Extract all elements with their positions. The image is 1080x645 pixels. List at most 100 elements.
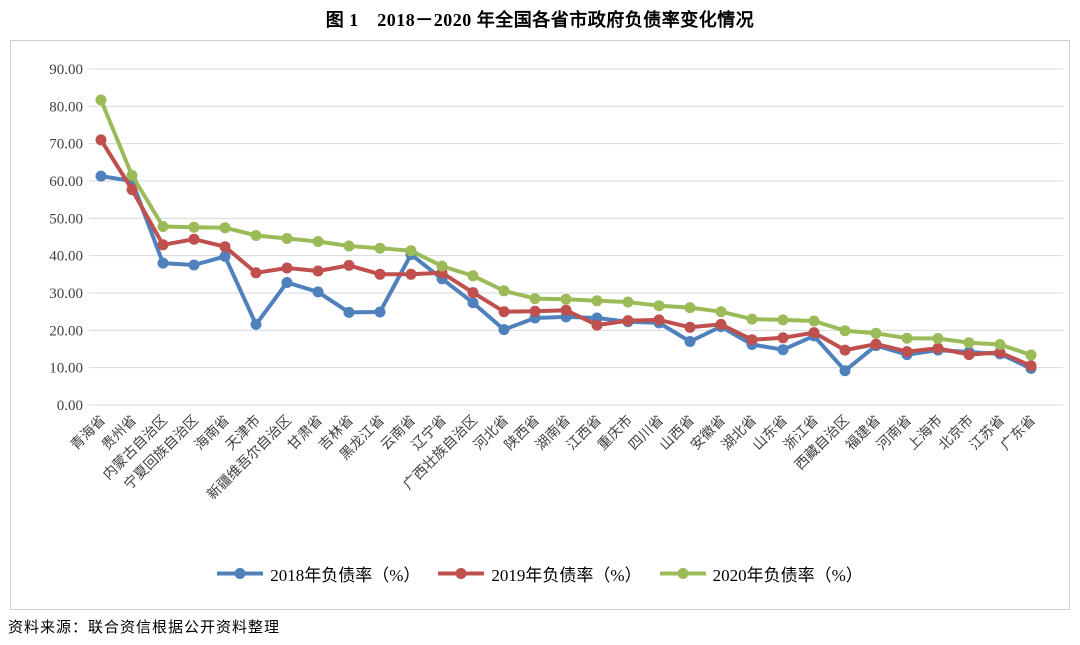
data-point-marker-2019 (405, 268, 417, 280)
legend-label: 2018年负债率（%） (270, 565, 421, 585)
data-point-marker-2019 (684, 321, 696, 333)
data-point-marker-2019 (498, 306, 510, 318)
data-point-marker-2019 (994, 346, 1006, 358)
data-point-marker-2020 (870, 327, 882, 339)
data-point-marker-2020 (746, 313, 758, 325)
data-point-marker-2019 (560, 304, 572, 316)
data-point-marker-2018 (95, 170, 107, 182)
data-point-marker-2019 (901, 346, 913, 358)
data-point-marker-2020 (405, 245, 417, 257)
data-point-marker-2020 (529, 293, 541, 305)
data-point-marker-2020 (684, 302, 696, 314)
data-point-marker-2020 (374, 242, 386, 254)
data-point-marker-2020 (467, 270, 479, 282)
data-point-marker-2020 (653, 300, 665, 312)
data-point-marker-2019 (963, 349, 975, 361)
data-point-marker-2018 (312, 286, 324, 298)
legend-item-2018: 2018年负债率（%） (217, 561, 420, 586)
data-point-marker-2018 (343, 306, 355, 318)
legend-label: 2020年负债率（%） (712, 565, 863, 585)
data-point-marker-2019 (746, 334, 758, 346)
y-axis-tick-label: 80.00 (49, 99, 83, 115)
data-point-marker-2020 (777, 314, 789, 326)
data-point-marker-2019 (95, 134, 107, 146)
data-point-marker-2019 (808, 327, 820, 339)
legend-item-2019: 2019年负债率（%） (438, 561, 642, 586)
data-point-marker-2020 (95, 94, 107, 106)
y-axis-tick-label: 70.00 (49, 137, 83, 153)
y-axis-tick-label: 90.00 (49, 62, 83, 78)
data-point-marker-2018 (219, 250, 231, 262)
data-point-marker-2019 (653, 314, 665, 326)
chart-legend: 2018年负债率（%） 2019年负债率（%） 2020年负债率（%） (11, 557, 1069, 589)
data-point-marker-2019 (312, 265, 324, 277)
legend-item-2020: 2020年负债率（%） (659, 561, 863, 586)
data-point-marker-2019 (219, 241, 231, 253)
legend-line-marker-icon (659, 567, 706, 579)
data-point-marker-2020 (932, 333, 944, 344)
data-point-marker-2020 (591, 295, 603, 307)
data-point-marker-2020 (994, 339, 1006, 350)
y-axis-tick-label: 0.00 (57, 398, 83, 414)
data-point-marker-2020 (157, 221, 169, 232)
data-point-marker-2018 (188, 259, 200, 271)
data-point-marker-2020 (250, 230, 262, 241)
data-point-marker-2018 (281, 277, 293, 288)
data-point-marker-2020 (715, 306, 727, 318)
data-point-marker-2019 (622, 315, 634, 327)
source-note: 资料来源：联合资信根据公开资料整理 (8, 620, 281, 636)
legend-line-marker-icon (217, 567, 264, 579)
data-point-marker-2019 (1025, 360, 1037, 372)
series-line-2018 (100, 174, 1032, 373)
chart-frame: 0.00 10.00 20.00 30.00 40.00 50.00 60.00 70.00 8… (10, 40, 1070, 610)
figure-title: 图 1 2018－2020 年全国各省市政府负债率变化情况 (325, 10, 755, 30)
x-axis-tick-label: 广东省 (998, 413, 1039, 454)
legend-line-marker-icon (438, 567, 485, 579)
data-point-marker-2020 (126, 169, 138, 181)
data-point-marker-2020 (343, 240, 355, 252)
data-point-marker-2020 (498, 285, 510, 297)
data-point-marker-2020 (219, 222, 231, 234)
data-point-marker-2020 (1025, 349, 1037, 361)
data-point-marker-2020 (963, 337, 975, 349)
data-point-marker-2020 (560, 293, 572, 305)
data-point-marker-2019 (250, 267, 262, 279)
data-point-marker-2019 (715, 318, 727, 330)
data-point-marker-2020 (281, 233, 293, 244)
debt-ratio-line-chart: 0.00 10.00 20.00 30.00 40.00 50.00 60.00 70.00 8… (49, 62, 1063, 503)
data-point-marker-2018 (467, 297, 479, 309)
data-point-marker-2018 (839, 365, 851, 377)
legend-label: 2019年负债率（%） (491, 565, 642, 585)
data-point-marker-2018 (374, 306, 386, 318)
data-point-marker-2020 (622, 296, 634, 308)
data-point-marker-2019 (932, 342, 944, 354)
data-point-marker-2020 (839, 325, 851, 337)
data-point-marker-2019 (343, 259, 355, 271)
data-point-marker-2019 (126, 184, 138, 196)
data-point-marker-2020 (436, 260, 448, 272)
y-axis-tick-label: 10.00 (49, 361, 83, 377)
series-line-2019 (99, 138, 1032, 368)
data-point-marker-2020 (808, 315, 820, 327)
y-axis-tick-label: 20.00 (49, 323, 83, 339)
y-axis-tick-label: 40.00 (49, 249, 83, 265)
data-point-marker-2019 (467, 287, 479, 299)
data-point-marker-2019 (529, 305, 541, 317)
data-point-marker-2018 (250, 318, 262, 330)
data-point-marker-2018 (777, 344, 789, 356)
data-point-marker-2019 (870, 338, 882, 350)
data-point-marker-2019 (839, 344, 851, 356)
data-point-marker-2018 (498, 324, 510, 336)
data-point-marker-2019 (777, 332, 789, 344)
data-point-marker-2019 (591, 319, 603, 331)
data-point-marker-2018 (157, 257, 169, 269)
data-point-marker-2018 (684, 336, 696, 347)
data-point-marker-2019 (281, 262, 293, 274)
y-axis-tick-label: 50.00 (49, 211, 83, 227)
data-point-marker-2020 (188, 221, 200, 233)
data-point-marker-2020 (901, 332, 913, 344)
y-axis-tick-label: 60.00 (49, 174, 83, 190)
y-axis-tick-label: 30.00 (49, 286, 83, 302)
data-point-marker-2019 (157, 239, 169, 251)
